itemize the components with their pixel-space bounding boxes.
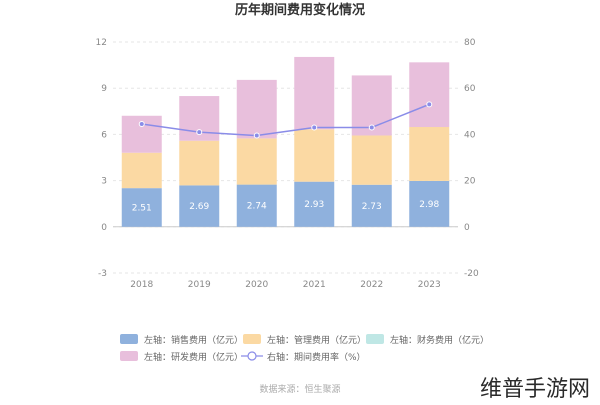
bar-segment [179,185,220,227]
legend-swatch [120,351,138,361]
bar-segment [121,188,162,227]
legend-marker [247,351,257,361]
x-tick-label: 2020 [245,280,268,290]
bar-segment [351,135,392,185]
left-tick-label: -3 [98,269,107,279]
watermark: 维普手游网 [480,377,590,402]
right-tick-label: -20 [464,269,479,279]
bar-value-label: 2.98 [419,200,439,210]
bar-segment [236,79,277,139]
legend-label: 左轴：销售费用（亿元） [144,334,243,346]
right-tick-label: 20 [464,177,476,187]
left-tick-label: 6 [101,130,107,140]
legend-label: 左轴：研发费用（亿元） [144,351,243,363]
legend: 左轴：销售费用（亿元） 左轴：管理费用（亿元） 左轴：财务费用（亿元） 左轴：研发费用… [120,334,489,363]
bar-value-label: 2.93 [304,200,324,210]
x-tick-label: 2022 [360,280,383,290]
legend-label: 右轴：期间费用率（%） [267,351,366,363]
bar-value-label: 2.74 [247,202,267,212]
x-axis: 2018 2019 2020 2021 2022 2023 [130,280,440,290]
x-tick-label: 2021 [303,280,326,290]
x-tick-label: 2023 [418,280,441,290]
bar-value-label: 2.69 [189,202,209,212]
bar-segment [294,181,335,227]
bar-segment [409,127,450,181]
rate-point [311,124,318,131]
rate-point [138,121,145,128]
bar-segment [179,140,220,186]
bar-segment [236,138,277,185]
bars: 2.51 2.69 2.74 2.93 2.73 2.98 [121,56,450,227]
rate-point [426,101,433,108]
x-tick-label: 2019 [188,280,211,290]
source-note: 数据来源：恒生聚源 [259,383,340,395]
bar-segment [409,62,450,128]
rate-point [253,132,260,139]
legend-label: 左轴：管理费用（亿元） [267,334,366,346]
rate-line [138,101,433,139]
legend-label: 左轴：财务费用（亿元） [390,334,489,346]
x-tick-label: 2018 [130,280,153,290]
rate-line-path [141,103,430,137]
right-axis: -20 0 20 40 60 80 [464,38,479,279]
left-tick-label: 0 [101,223,107,233]
left-tick-label: 9 [101,84,107,94]
left-axis: -3 0 3 6 9 12 [96,38,108,279]
legend-swatch [243,334,261,344]
legend-swatch [120,334,138,344]
bar-value-label: 2.51 [132,203,152,213]
left-tick-label: 12 [96,38,107,48]
rate-point [196,129,203,136]
right-tick-label: 40 [464,130,476,140]
bar-value-label: 2.73 [362,202,382,212]
bar-segment [236,184,277,227]
right-tick-label: 60 [464,84,476,94]
rate-point [368,124,375,131]
bar-segment [351,184,392,227]
legend-swatch [366,334,384,344]
right-tick-label: 80 [464,38,476,48]
bar-segment [409,180,450,227]
bar-segment [121,152,162,189]
bar-segment [294,56,335,130]
left-tick-label: 3 [101,177,107,187]
right-tick-label: 0 [464,223,470,233]
bar-segment [294,129,335,182]
grid [113,41,458,274]
chart-title: 历年期间费用变化情况 [235,2,365,18]
